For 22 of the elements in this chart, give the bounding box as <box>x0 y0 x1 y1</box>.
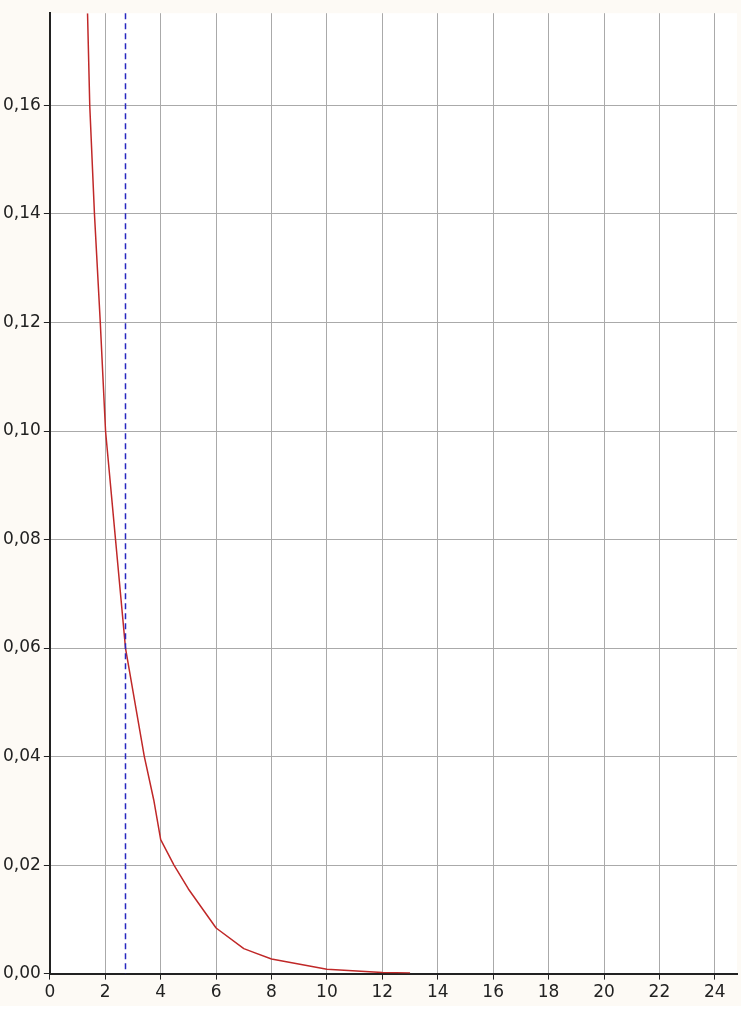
x-tick-label: 12 <box>371 981 394 1002</box>
x-tick-label: 16 <box>482 981 504 1002</box>
y-tick-label: 0,00 <box>2 962 41 983</box>
x-tick-label: 4 <box>155 981 167 1002</box>
y-tick-label: 0,04 <box>2 744 41 765</box>
x-tick-label: 22 <box>648 981 671 1002</box>
y-tick-label: 0,16 <box>2 93 41 114</box>
y-tick-label: 0,14 <box>2 202 41 223</box>
y-tick-label: 0,02 <box>2 853 41 874</box>
x-tick-label: 8 <box>266 981 277 1002</box>
x-tick-label: 18 <box>537 981 560 1002</box>
y-tick-label: 0,06 <box>2 636 41 657</box>
x-tick-label: 14 <box>426 981 449 1002</box>
x-tick-label: 10 <box>316 981 338 1002</box>
x-tick-label: 20 <box>593 981 615 1002</box>
x-tick-label: 24 <box>704 981 726 1002</box>
x-tick-label: 6 <box>210 981 222 1002</box>
x-tick-label: 2 <box>99 981 111 1002</box>
y-tick-label: 0,08 <box>2 527 41 548</box>
y-tick-label: 0,10 <box>2 419 41 440</box>
y-tick-label: 0,12 <box>2 310 41 331</box>
x-tick-label: 0 <box>44 981 56 1002</box>
